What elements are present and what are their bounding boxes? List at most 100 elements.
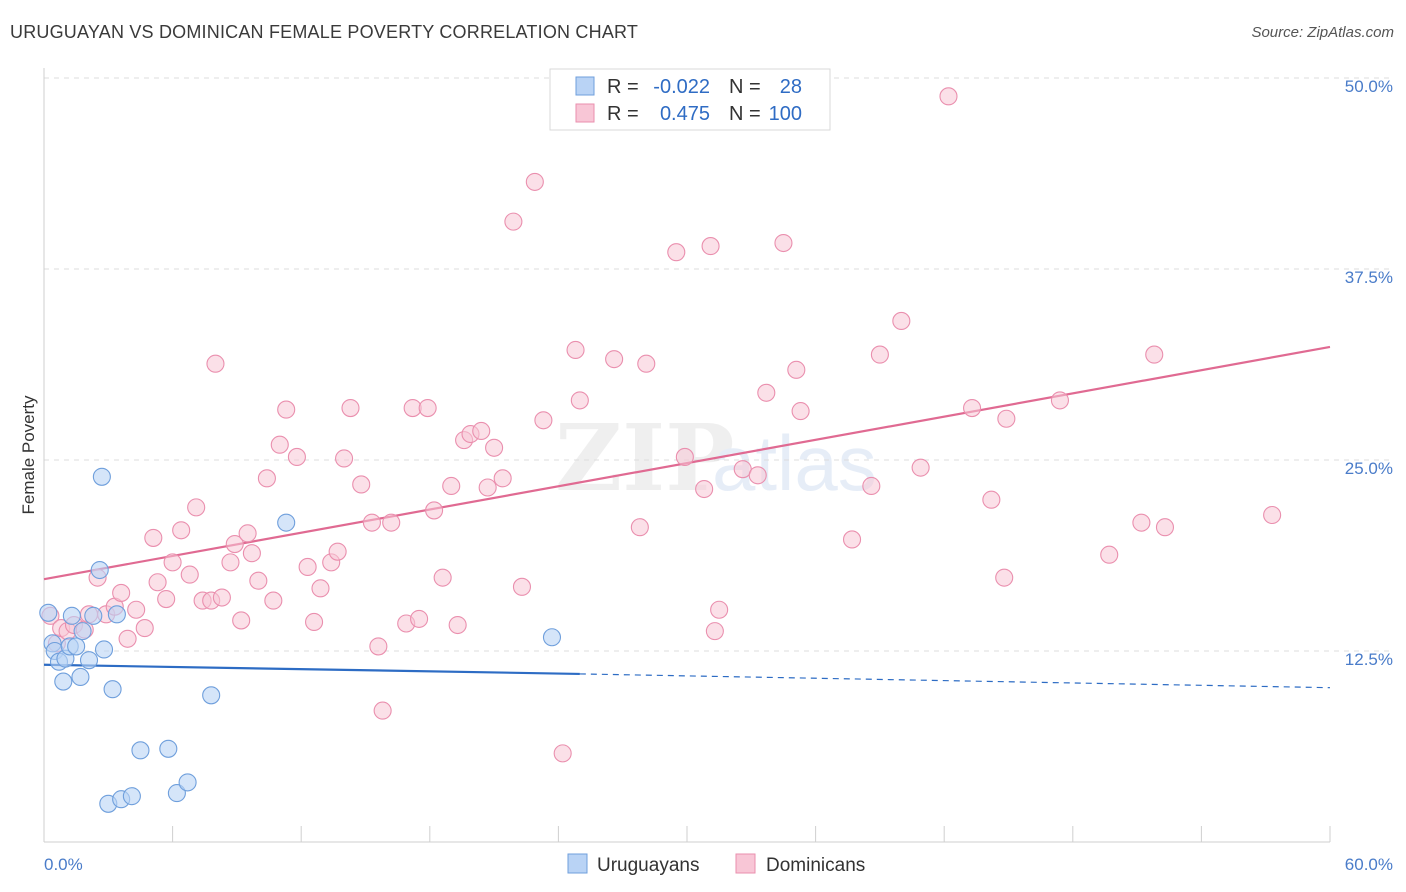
point-dominicans-85 xyxy=(862,476,881,496)
point-uruguayans-23 xyxy=(167,784,186,803)
point-dominicans-62 xyxy=(512,577,532,596)
point-dominicans-31 xyxy=(257,469,276,488)
point-uruguayans-12 xyxy=(84,606,103,625)
point-dominicans-93 xyxy=(997,409,1016,428)
x-tick-label-max: 60.0% xyxy=(1345,855,1393,874)
point-dominicans-42 xyxy=(341,398,360,418)
point-uruguayans-0 xyxy=(39,603,58,622)
point-dominicans-14 xyxy=(144,528,163,547)
trend-line-uruguayans-extension xyxy=(579,673,1331,689)
legend-r-label-dominicans: R = xyxy=(607,103,639,125)
legend-n-value-dominicans: 100 xyxy=(769,103,802,125)
legend-swatch-uruguayans xyxy=(575,76,595,96)
point-uruguayans-14 xyxy=(92,467,111,486)
point-uruguayans-25 xyxy=(202,686,221,705)
point-uruguayans-27 xyxy=(542,628,562,647)
point-dominicans-15 xyxy=(148,573,167,592)
legend-r-value-uruguayans: -0.022 xyxy=(653,76,710,98)
bottom-legend: Uruguayans Dominicans xyxy=(567,853,865,876)
y-tick-label-2: 37.5% xyxy=(1345,268,1393,287)
point-dominicans-29 xyxy=(242,544,261,563)
point-dominicans-81 xyxy=(774,233,793,253)
point-dominicans-78 xyxy=(733,460,752,479)
point-dominicans-89 xyxy=(939,87,958,106)
point-uruguayans-8 xyxy=(67,637,86,656)
point-dominicans-16 xyxy=(157,589,176,609)
legend-n-label-uruguayans: N = xyxy=(729,76,761,98)
point-dominicans-75 xyxy=(701,237,720,256)
point-dominicans-61 xyxy=(493,469,512,488)
point-dominicans-86 xyxy=(870,345,889,364)
point-dominicans-52 xyxy=(425,501,444,520)
legend-swatch-dominicans xyxy=(575,103,595,123)
point-dominicans-96 xyxy=(1132,513,1151,532)
point-dominicans-51 xyxy=(418,398,437,418)
point-uruguayans-13 xyxy=(90,560,109,580)
point-dominicans-45 xyxy=(369,637,388,656)
point-dominicans-54 xyxy=(442,476,461,496)
point-dominicans-24 xyxy=(212,588,231,607)
point-dominicans-41 xyxy=(335,449,354,468)
point-dominicans-87 xyxy=(892,311,911,331)
point-dominicans-35 xyxy=(287,447,306,466)
point-dominicans-88 xyxy=(911,458,930,477)
point-dominicans-83 xyxy=(791,402,810,421)
bottom-legend-swatch-dominicans xyxy=(735,853,756,874)
legend-r-value-dominicans: 0.475 xyxy=(660,103,710,125)
point-uruguayans-11 xyxy=(79,651,99,670)
point-dominicans-23 xyxy=(206,354,225,373)
bottom-legend-label-dominicans: Dominicans xyxy=(766,855,865,876)
data-points xyxy=(39,87,1282,813)
point-uruguayans-4 xyxy=(54,672,73,691)
point-dominicans-18 xyxy=(172,521,191,540)
point-uruguayans-7 xyxy=(62,606,81,625)
point-dominicans-43 xyxy=(352,475,371,494)
point-dominicans-73 xyxy=(675,447,694,466)
point-dominicans-77 xyxy=(710,600,729,619)
point-uruguayans-10 xyxy=(73,622,92,641)
point-dominicans-46 xyxy=(373,701,392,720)
source-credit: Source: ZipAtlas.com xyxy=(1251,24,1394,41)
point-dominicans-36 xyxy=(298,557,317,577)
legend-n-value-uruguayans: 28 xyxy=(780,76,802,98)
legend-r-label-uruguayans: R = xyxy=(607,76,639,98)
point-dominicans-98 xyxy=(1155,518,1175,537)
point-dominicans-11 xyxy=(118,629,137,648)
point-dominicans-90 xyxy=(963,398,982,418)
point-dominicans-69 xyxy=(605,350,624,369)
point-dominicans-67 xyxy=(566,340,585,360)
point-dominicans-80 xyxy=(757,383,776,402)
point-dominicans-97 xyxy=(1145,345,1164,364)
point-dominicans-64 xyxy=(525,172,544,191)
point-dominicans-99 xyxy=(1263,505,1282,525)
point-dominicans-38 xyxy=(311,579,330,598)
point-uruguayans-16 xyxy=(103,680,122,699)
legend-box xyxy=(549,68,831,131)
point-dominicans-91 xyxy=(982,490,1001,509)
gridlines xyxy=(44,77,1393,652)
point-uruguayans-21 xyxy=(131,741,150,760)
bottom-legend-label-uruguayans: Uruguayans xyxy=(597,855,699,876)
point-dominicans-72 xyxy=(667,243,686,262)
point-dominicans-17 xyxy=(163,553,182,572)
point-dominicans-68 xyxy=(570,391,589,410)
point-dominicans-74 xyxy=(695,479,714,499)
point-dominicans-28 xyxy=(238,524,257,543)
point-dominicans-44 xyxy=(362,513,381,532)
point-dominicans-65 xyxy=(504,212,523,231)
point-uruguayans-17 xyxy=(107,605,126,624)
point-dominicans-12 xyxy=(127,600,146,619)
point-uruguayans-26 xyxy=(277,513,296,532)
point-dominicans-26 xyxy=(225,534,244,554)
point-dominicans-30 xyxy=(249,571,268,590)
point-dominicans-84 xyxy=(842,530,862,549)
trend-line-uruguayans xyxy=(43,663,580,676)
axes xyxy=(43,68,1331,843)
point-dominicans-53 xyxy=(433,568,452,587)
point-dominicans-58 xyxy=(472,421,491,441)
x-tick-label-min: 0.0% xyxy=(44,855,83,874)
legend: R = -0.022 N = 28 R = 0.475 N = 100 xyxy=(549,68,831,131)
point-dominicans-27 xyxy=(232,611,251,630)
bottom-legend-swatch-uruguayans xyxy=(567,853,588,874)
